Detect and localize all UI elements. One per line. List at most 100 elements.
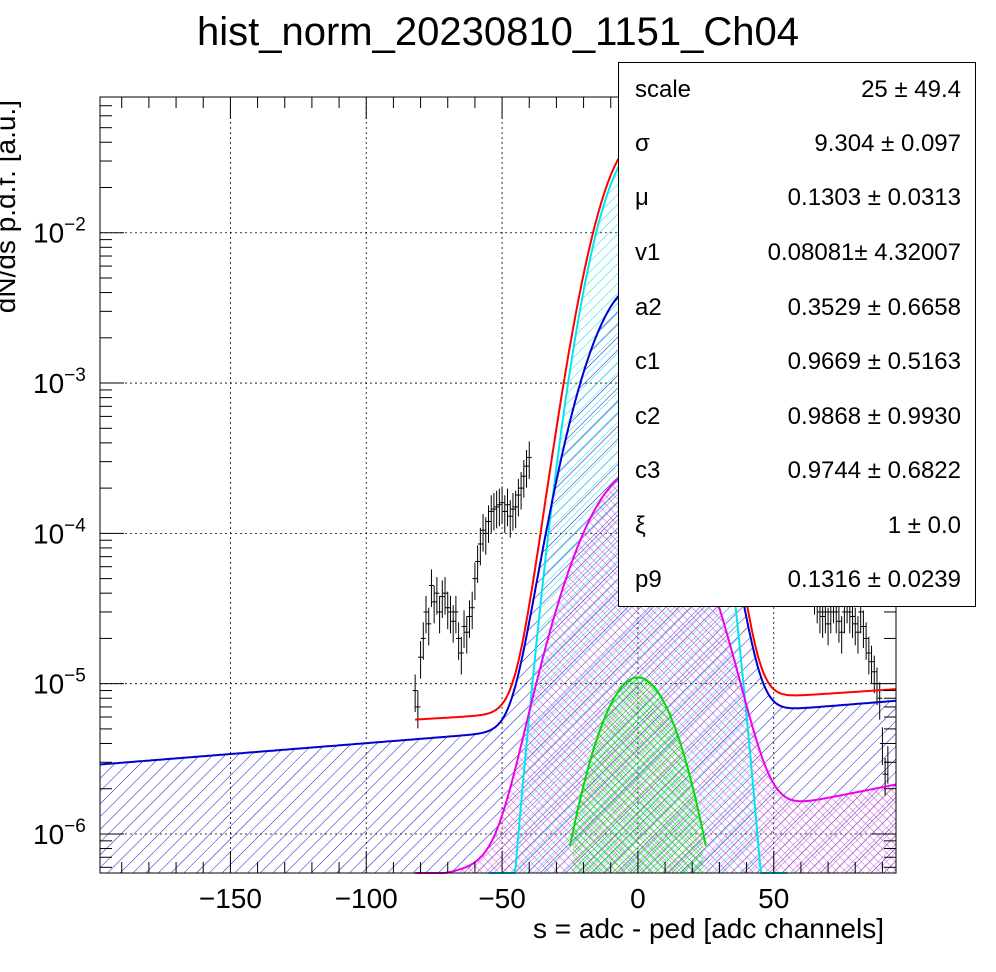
stats-row: μ 0.1303 ± 0.0313 bbox=[619, 171, 977, 225]
data-point bbox=[869, 645, 875, 684]
data-point bbox=[510, 492, 516, 531]
y-tick-label: 10−6 bbox=[33, 816, 86, 850]
stats-row: p9 0.1316 ± 0.0239 bbox=[619, 553, 977, 607]
data-point bbox=[442, 577, 448, 615]
chart-title: hist_norm_20230810_1151_Ch04 bbox=[197, 10, 799, 54]
data-point bbox=[472, 562, 478, 601]
stats-param-name: v1 bbox=[635, 239, 661, 266]
data-point bbox=[428, 569, 434, 607]
stats-param-name: c2 bbox=[635, 403, 661, 430]
stats-row: c1 0.9669 ± 0.5163 bbox=[619, 335, 977, 389]
data-point bbox=[882, 758, 888, 796]
data-point bbox=[505, 488, 511, 527]
y-axis-label: dN/ds p.d.f. [a.u.] bbox=[0, 100, 21, 313]
n2-fill bbox=[415, 470, 896, 873]
stats-row: c3 0.9744 ± 0.6822 bbox=[619, 444, 977, 498]
stats-param-value: 0.1316 ± 0.0239 bbox=[787, 566, 961, 593]
stats-param-name: c3 bbox=[635, 457, 661, 484]
data-point bbox=[499, 486, 505, 525]
y-tick-exponent: −5 bbox=[64, 666, 86, 687]
x-axis-label: s = adc - ped [adc channels] bbox=[533, 913, 884, 944]
data-point bbox=[860, 610, 866, 648]
n3-fill bbox=[572, 677, 704, 873]
y-tick-exponent: −3 bbox=[64, 365, 86, 386]
data-point bbox=[426, 607, 432, 646]
stats-param-value: 0.9868 ± 0.9930 bbox=[787, 403, 961, 430]
data-point bbox=[477, 527, 483, 566]
data-point bbox=[874, 667, 880, 706]
data-point bbox=[855, 616, 861, 654]
data-point bbox=[836, 605, 842, 643]
data-point bbox=[852, 607, 858, 646]
series-n3-line bbox=[569, 676, 707, 847]
data-point bbox=[461, 610, 467, 648]
stats-param-name: σ bbox=[635, 130, 650, 157]
data-point bbox=[447, 595, 453, 634]
stats-param-name: ξ bbox=[635, 512, 646, 539]
data-point bbox=[507, 500, 513, 538]
data-point bbox=[491, 492, 497, 531]
data-point bbox=[456, 622, 462, 660]
stats-param-value: 9.304 ± 0.097 bbox=[814, 130, 961, 157]
y-tick-exponent: −2 bbox=[64, 215, 86, 236]
data-point bbox=[496, 488, 502, 527]
data-point bbox=[464, 616, 470, 654]
data-point bbox=[526, 441, 532, 479]
data-point bbox=[494, 490, 500, 529]
data-point bbox=[415, 690, 421, 729]
x-tick-label: 0 bbox=[630, 883, 646, 914]
stats-row: σ 9.304 ± 0.097 bbox=[619, 117, 977, 171]
stats-row: v1 0.08081± 4.32007 bbox=[619, 226, 977, 280]
x-tick-label: 50 bbox=[758, 883, 789, 914]
data-point bbox=[469, 591, 475, 630]
data-point bbox=[485, 505, 491, 543]
stats-param-value: 0.9744 ± 0.6822 bbox=[787, 457, 961, 484]
stats-param-name: μ bbox=[635, 184, 649, 211]
x-tick-label: −100 bbox=[335, 883, 398, 914]
stats-param-value: 0.9669 ± 0.5163 bbox=[787, 348, 961, 375]
stats-param-value: 0.3529 ± 0.6658 bbox=[787, 294, 961, 321]
stats-param-name: c1 bbox=[635, 348, 661, 375]
data-point bbox=[437, 595, 443, 634]
y-tick-exponent: −6 bbox=[64, 816, 86, 837]
x-axis: −150 −100 −50 0 50 bbox=[121, 97, 883, 914]
data-point bbox=[453, 595, 459, 634]
data-point bbox=[524, 450, 530, 488]
stats-param-name: p9 bbox=[635, 566, 662, 593]
y-tick-label: 10−5 bbox=[33, 666, 86, 700]
data-point bbox=[412, 674, 418, 712]
series-n1-line bbox=[99, 283, 897, 766]
stats-param-name: a2 bbox=[635, 294, 662, 321]
data-point bbox=[420, 622, 426, 660]
data-point bbox=[466, 600, 472, 638]
data-point bbox=[445, 591, 451, 630]
data-point bbox=[521, 460, 527, 498]
data-point bbox=[863, 622, 869, 660]
data-point bbox=[458, 636, 464, 675]
y-tick-exponent: −4 bbox=[64, 515, 86, 536]
data-point bbox=[866, 636, 872, 675]
data-point bbox=[480, 514, 486, 552]
data-point bbox=[431, 585, 437, 624]
data-point bbox=[423, 595, 429, 634]
data-point bbox=[513, 490, 519, 529]
stats-row: ξ 1 ± 0.0 bbox=[619, 499, 977, 553]
data-point bbox=[825, 607, 831, 646]
y-tick-label: 10−4 bbox=[33, 515, 86, 549]
data-point bbox=[839, 616, 845, 654]
data-point bbox=[418, 641, 424, 679]
data-point bbox=[434, 577, 440, 615]
fit-stats-box: scale 25 ± 49.4 σ 9.304 ± 0.097 μ 0.1303… bbox=[618, 62, 976, 607]
x-tick-label: −150 bbox=[199, 883, 262, 914]
stats-param-value: 1 ± 0.0 bbox=[887, 512, 961, 539]
data-point bbox=[483, 517, 489, 555]
data-point bbox=[475, 545, 481, 583]
data-point bbox=[488, 495, 494, 533]
data-point bbox=[515, 478, 521, 517]
stats-param-name: scale bbox=[635, 76, 692, 103]
stats-param-value: 25 ± 49.4 bbox=[861, 76, 961, 103]
stats-row: scale 25 ± 49.4 bbox=[619, 63, 977, 117]
data-point bbox=[518, 471, 524, 510]
y-tick-label: 10−3 bbox=[33, 365, 86, 399]
data-point bbox=[439, 580, 445, 618]
